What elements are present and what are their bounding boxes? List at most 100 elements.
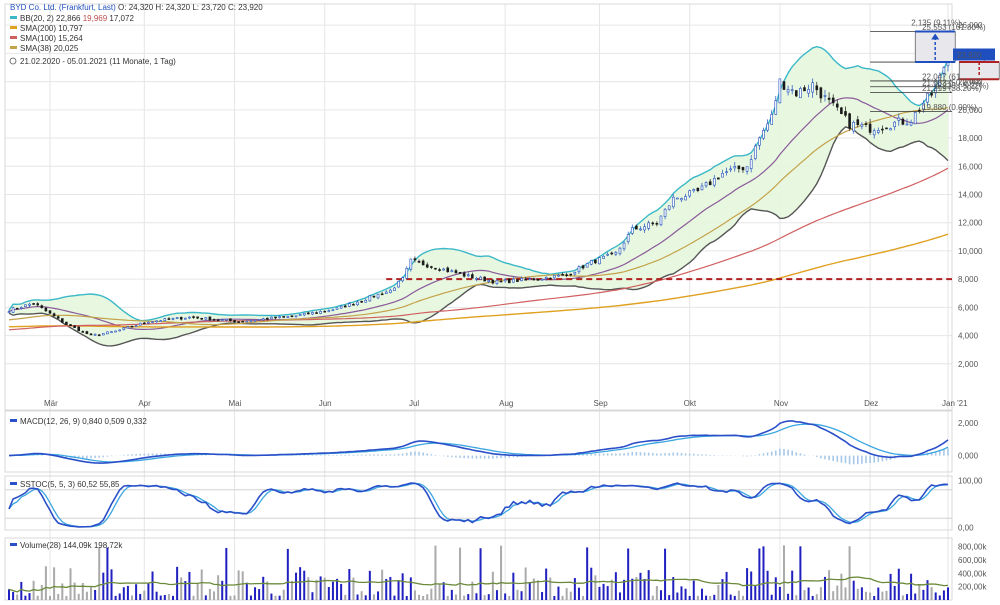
macd-histogram-bar	[110, 455, 113, 457]
volume-bar	[422, 595, 425, 600]
candle	[294, 315, 298, 318]
legend-entry: SMA(38) 20,025	[20, 44, 79, 53]
candle-body	[913, 112, 917, 125]
macd-histogram-bar	[881, 455, 884, 462]
candle	[585, 262, 589, 268]
candle	[200, 317, 204, 320]
macd-histogram-bar	[631, 451, 634, 456]
candle-body	[175, 317, 179, 319]
macd-histogram-bar	[787, 449, 789, 456]
macd-plot[interactable]: 0,000 2,000	[8, 419, 979, 465]
macd-histogram-bar	[196, 454, 199, 456]
candle	[594, 259, 597, 265]
volume-bar	[606, 586, 609, 600]
candle-body	[844, 111, 847, 116]
macd-histogram-bar	[504, 455, 506, 458]
candle-body	[89, 333, 93, 336]
candle-body	[286, 315, 290, 318]
macd-histogram-bar	[344, 454, 347, 456]
candle	[667, 205, 671, 211]
macd-legend-value: 0,332	[127, 417, 148, 426]
volume-bar	[172, 595, 175, 600]
candle-body	[192, 316, 195, 318]
legend-swatch	[10, 26, 17, 29]
candle-body	[471, 274, 474, 279]
candle	[487, 278, 491, 284]
candle-body	[840, 107, 843, 115]
macd-histogram-bar	[799, 453, 802, 456]
candle-body	[860, 124, 864, 127]
candle	[458, 272, 462, 274]
candle-body	[208, 316, 212, 321]
volume-bar	[471, 581, 474, 600]
volume-bar	[184, 581, 187, 600]
volume-bar	[651, 595, 654, 600]
volume-bar	[192, 595, 195, 600]
volume-bar	[807, 587, 810, 600]
candle-body	[32, 303, 35, 305]
volume-bar	[319, 576, 322, 600]
volume-bar	[299, 567, 302, 600]
candle	[499, 280, 503, 283]
candle	[942, 66, 946, 79]
candle	[196, 316, 199, 320]
volume-bar	[750, 571, 753, 600]
price-plot[interactable]: 25,553 (161.80%)23,386 (100.00%)22,047 (…	[7, 18, 1000, 347]
candle-body	[741, 167, 745, 171]
candle-body	[729, 168, 732, 171]
volume-bar	[536, 580, 539, 600]
candle-body	[520, 277, 523, 282]
candle	[93, 333, 97, 336]
legend-entry: BB(20, 2) 22,866 19,969 17,072	[20, 14, 134, 23]
price-tick-label: 8,000	[958, 275, 979, 284]
candle-body	[151, 321, 154, 323]
candle	[212, 318, 216, 321]
candle-body	[257, 319, 261, 321]
volume-bar	[823, 576, 826, 600]
macd-histogram-bar	[426, 453, 429, 456]
volume-bar	[553, 596, 556, 600]
candle-body	[762, 130, 765, 139]
volume-plot[interactable]: 200,00k 400,00k 600,00k 800,00k	[8, 543, 987, 600]
candle-body	[188, 316, 191, 319]
candle	[40, 304, 44, 309]
volume-bar	[32, 580, 35, 600]
macd-histogram-bar	[410, 451, 412, 456]
candle-body	[581, 265, 585, 269]
volume-bar	[360, 591, 363, 600]
candle-body	[651, 222, 655, 225]
candle	[803, 85, 806, 92]
macd-histogram-bar	[483, 455, 486, 459]
candle	[930, 90, 933, 98]
stoch-plot[interactable]: 0,00 100,00	[5, 476, 983, 533]
macd-histogram-bar	[500, 455, 502, 459]
candle-body	[630, 227, 634, 234]
volume-bar	[344, 594, 347, 600]
legend-swatch	[10, 36, 17, 39]
candle	[565, 272, 568, 278]
macd-histogram-bar	[98, 455, 101, 458]
candle-body	[417, 260, 421, 263]
candle-body	[376, 293, 380, 299]
volume-bar	[918, 584, 921, 600]
volume-bar	[323, 577, 326, 600]
volume-bar	[389, 576, 392, 600]
volume-bar	[717, 584, 720, 600]
volume-bar	[803, 590, 806, 600]
macd-histogram-bar	[766, 452, 769, 456]
candle	[167, 317, 171, 320]
sma100-line	[8, 167, 949, 331]
candle-body	[348, 303, 351, 307]
candle-body	[926, 93, 929, 103]
macd-histogram-bar	[840, 455, 843, 463]
candle-body	[512, 278, 515, 283]
volume-bar	[815, 594, 818, 600]
macd-histogram-bar	[430, 454, 433, 456]
candle-body	[667, 205, 671, 210]
volume-bar	[491, 571, 494, 600]
macd-histogram-bar	[463, 455, 465, 459]
volume-bar	[573, 578, 576, 600]
volume-bar	[450, 589, 453, 600]
candle-body	[483, 276, 486, 282]
